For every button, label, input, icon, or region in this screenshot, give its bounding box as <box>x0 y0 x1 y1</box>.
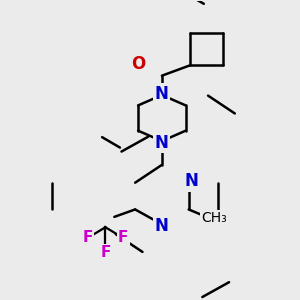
Text: N: N <box>155 134 169 152</box>
Text: CH₃: CH₃ <box>201 212 227 225</box>
Text: N: N <box>155 85 169 103</box>
Text: F: F <box>100 245 111 260</box>
Text: F: F <box>118 230 128 245</box>
Text: N: N <box>185 172 199 190</box>
Text: O: O <box>132 55 146 73</box>
Text: F: F <box>82 230 93 245</box>
Text: N: N <box>155 217 169 235</box>
